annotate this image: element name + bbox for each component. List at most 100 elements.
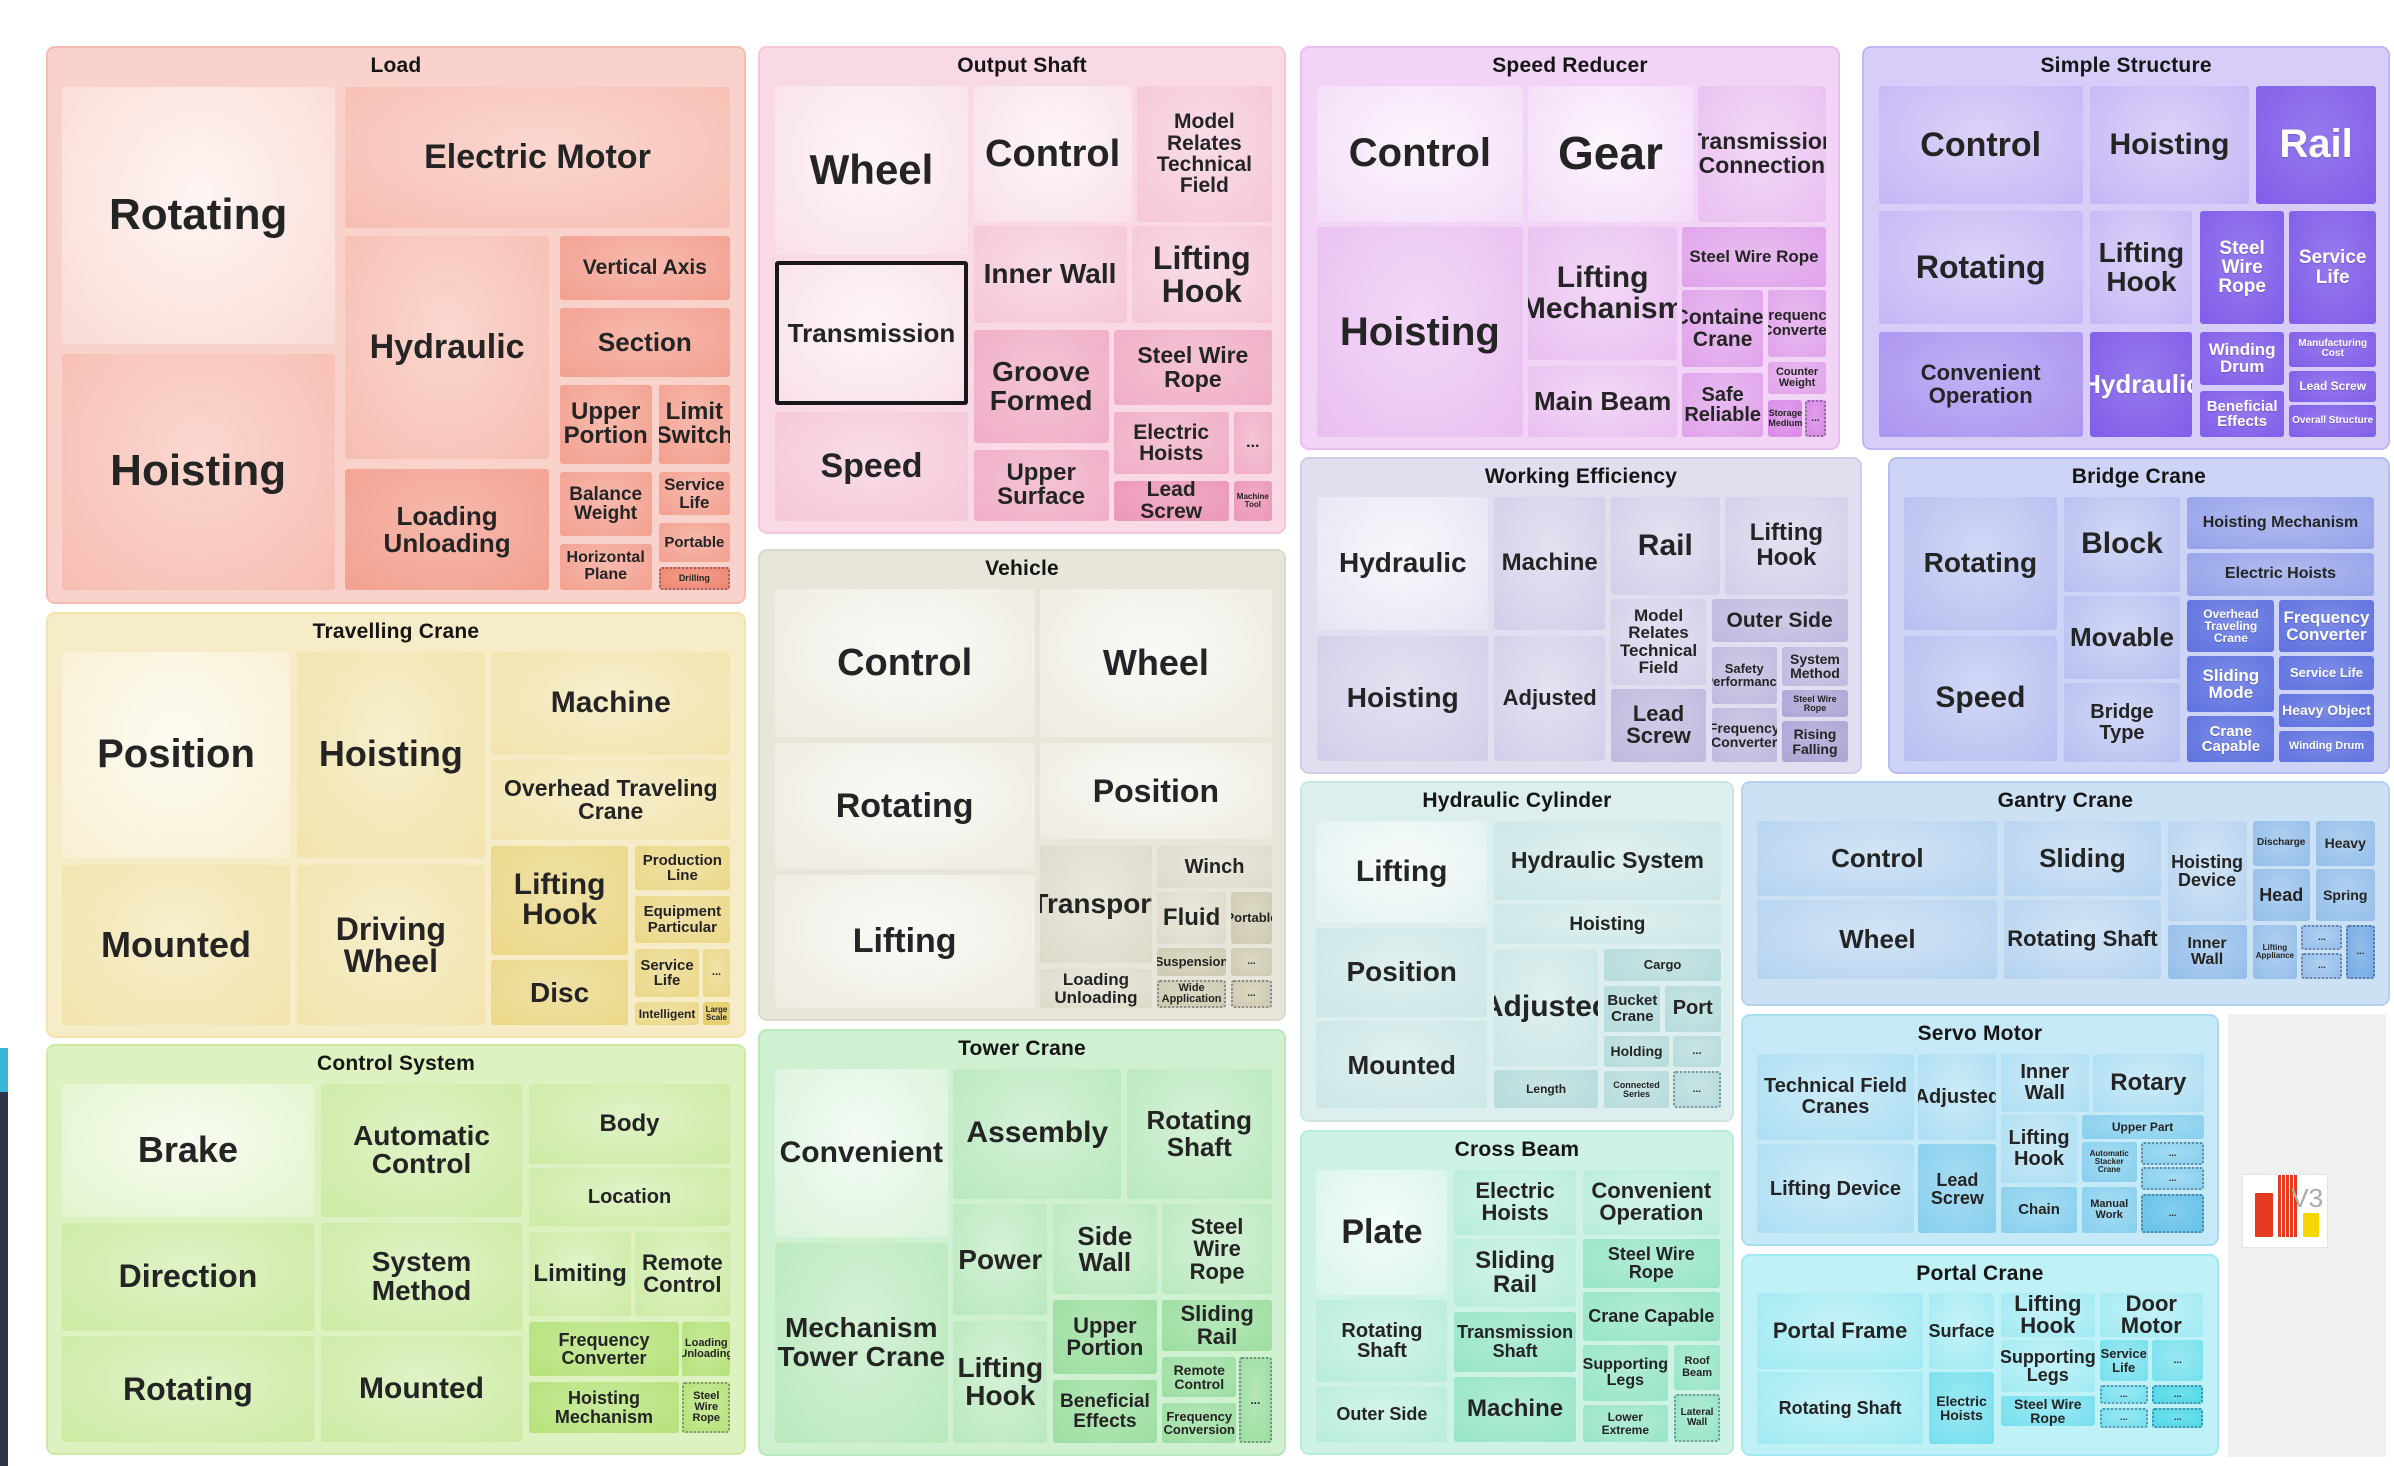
tile-plate[interactable]: Plate <box>1316 1170 1448 1295</box>
tile-more[interactable]: ... <box>2141 1141 2204 1166</box>
tile-model-relates-technical-field[interactable]: Model Relates Technical Field <box>1136 86 1272 222</box>
tile-position[interactable]: Position <box>1316 927 1487 1017</box>
tile-adjusted[interactable]: Adjusted <box>1918 1053 1997 1140</box>
tile-groove-formed[interactable]: Groove Formed <box>973 330 1109 444</box>
tile-hoisting-mechanism[interactable]: Hoisting Mechanism <box>2187 497 2374 549</box>
tile-block[interactable]: Block <box>2063 497 2181 593</box>
tile-steel-wire-rope[interactable]: Steel Wire Rope <box>2200 211 2285 325</box>
tile-hoisting[interactable]: Hoisting <box>297 651 485 858</box>
tile-more[interactable]: ... <box>702 949 731 997</box>
tile-limiting[interactable]: Limiting <box>528 1231 632 1317</box>
tile-upper-portion[interactable]: Upper Portion <box>559 384 652 465</box>
tile-manufacturing-cost[interactable]: Manufacturing Cost <box>2289 331 2377 368</box>
tile-heavy-object[interactable]: Heavy Object <box>2279 694 2374 727</box>
tile-rotating[interactable]: Rotating <box>61 87 335 344</box>
tile-bridge-type[interactable]: Bridge Type <box>2063 683 2181 763</box>
tile-convenient-operation[interactable]: Convenient Operation <box>1582 1170 1720 1235</box>
tile-winch[interactable]: Winch <box>1157 845 1272 889</box>
tile-main-beam[interactable]: Main Beam <box>1528 365 1677 438</box>
tile-more[interactable]: ... <box>2141 1194 2204 1234</box>
tile-control[interactable]: Control <box>774 589 1035 737</box>
tile-rotating-shaft[interactable]: Rotating Shaft <box>2003 899 2162 979</box>
tile-lifting[interactable]: Lifting <box>1316 821 1487 924</box>
tile-spring[interactable]: Spring <box>2315 869 2375 922</box>
tile-surface[interactable]: Surface <box>1929 1293 1994 1369</box>
tile-crane-capable[interactable]: Crane Capable <box>1582 1291 1720 1341</box>
tile-electric-hoists[interactable]: Electric Hoists <box>1929 1372 1994 1444</box>
tile-wide-application[interactable]: Wide Application <box>1157 980 1227 1008</box>
tile-horizontal-plane[interactable]: Horizontal Plane <box>559 543 652 590</box>
tile-system-method[interactable]: System Method <box>320 1222 523 1331</box>
tile-hydraulic[interactable]: Hydraulic <box>344 235 550 460</box>
tile-hoisting-mechanism[interactable]: Hoisting Mechanism <box>528 1381 679 1434</box>
tile-cargo[interactable]: Cargo <box>1604 948 1721 982</box>
tile-connected-series[interactable]: Connected Series <box>1604 1071 1669 1109</box>
tile-lateral-wall[interactable]: Lateral Wall <box>1674 1394 1720 1442</box>
tile-production-line[interactable]: Production Line <box>634 846 731 890</box>
tile-lifting-appliance[interactable]: Lifting Appliance <box>2252 924 2297 979</box>
tile-control[interactable]: Control <box>1316 85 1523 223</box>
tile-outer-side[interactable]: Outer Side <box>1316 1387 1448 1442</box>
tile-holding[interactable]: Holding <box>1604 1035 1669 1068</box>
tile-transmission-connection[interactable]: Transmission Connection <box>1697 85 1826 223</box>
tile-transmission[interactable]: Transmission <box>774 261 969 406</box>
tile-lifting-hook[interactable]: Lifting Hook <box>2090 211 2193 325</box>
tile-lifting[interactable]: Lifting <box>774 875 1035 1008</box>
tile-upper-part[interactable]: Upper Part <box>2081 1114 2204 1139</box>
tile-hoisting[interactable]: Hoisting <box>2090 85 2249 205</box>
tile-drilling[interactable]: Drilling <box>658 566 731 590</box>
tile-steel-wire-rope[interactable]: Steel Wire Rope <box>2000 1395 2095 1426</box>
tile-remote-control[interactable]: Remote Control <box>634 1231 731 1317</box>
tile-lifting-hook[interactable]: Lifting Hook <box>1131 226 1272 324</box>
tile-service-life[interactable]: Service Life <box>634 949 700 997</box>
tile-rotating[interactable]: Rotating <box>61 1336 315 1443</box>
tile-rising-falling[interactable]: Rising Falling <box>1782 721 1848 763</box>
tile-mechanism-tower-crane[interactable]: Mechanism Tower Crane <box>774 1242 948 1444</box>
tile-frequency-conversion[interactable]: Frequency Conversion <box>1162 1403 1237 1444</box>
tile-power[interactable]: Power <box>953 1204 1048 1316</box>
tile-hoisting[interactable]: Hoisting <box>1317 635 1489 761</box>
tile-frequency-converter[interactable]: Frequency Converter <box>528 1321 679 1377</box>
tile-vertical-axis[interactable]: Vertical Axis <box>559 235 731 301</box>
tile-movable[interactable]: Movable <box>2063 596 2181 680</box>
tile-loading-unloading[interactable]: Loading Unloading <box>682 1321 731 1377</box>
tile-wheel[interactable]: Wheel <box>1757 899 1998 979</box>
tile-hoisting[interactable]: Hoisting <box>61 353 335 590</box>
tile-lifting-hook[interactable]: Lifting Hook <box>491 846 628 955</box>
tile-service-life[interactable]: Service Life <box>658 471 731 516</box>
tile-wheel[interactable]: Wheel <box>1039 589 1272 737</box>
tile-roof-beam[interactable]: Roof Beam <box>1674 1345 1720 1390</box>
tile-brake[interactable]: Brake <box>61 1083 315 1218</box>
tile-safety-performance[interactable]: Safety Performance <box>1711 646 1777 704</box>
tile-sliding-rail[interactable]: Sliding Rail <box>1453 1238 1577 1308</box>
tile-body[interactable]: Body <box>528 1083 731 1165</box>
tile-bucket-crane[interactable]: Bucket Crane <box>1604 985 1661 1032</box>
tile-control[interactable]: Control <box>973 86 1132 222</box>
tile-more[interactable]: ... <box>1672 1071 1721 1109</box>
tile-rotating-shaft[interactable]: Rotating Shaft <box>1316 1300 1448 1382</box>
tile-upper-surface[interactable]: Upper Surface <box>973 449 1109 521</box>
tile-remote-control[interactable]: Remote Control <box>1162 1357 1237 1398</box>
tile-more[interactable]: ... <box>2346 924 2375 979</box>
tile-service-life[interactable]: Service Life <box>2279 656 2374 691</box>
tile-intelligent[interactable]: Intelligent <box>634 1002 700 1026</box>
tile-rail[interactable]: Rail <box>2256 85 2377 205</box>
tile-supporting-legs[interactable]: Supporting Legs <box>1582 1345 1668 1402</box>
tile-position[interactable]: Position <box>61 651 291 858</box>
tile-automatic-stacker-crane[interactable]: Automatic Stacker Crane <box>2081 1141 2137 1182</box>
tile-rotating[interactable]: Rotating <box>1904 497 2057 631</box>
tile-suspension[interactable]: Suspension <box>1157 948 1227 976</box>
tile-control[interactable]: Control <box>1757 820 1998 897</box>
tile-more[interactable]: ... <box>1804 399 1826 438</box>
tile-service-life[interactable]: Service Life <box>2099 1340 2148 1382</box>
tile-rotary[interactable]: Rotary <box>2093 1053 2204 1112</box>
tile-safe-reliable[interactable]: Safe Reliable <box>1682 372 1764 438</box>
tile-crane-capable[interactable]: Crane Capable <box>2187 715 2275 763</box>
tile-lifting-device[interactable]: Lifting Device <box>1757 1144 1914 1234</box>
tile-lead-screw[interactable]: Lead Screw <box>2289 371 2377 402</box>
tile-more[interactable]: ... <box>1238 1357 1272 1444</box>
tile-limit-switch[interactable]: Limit Switch <box>658 384 731 465</box>
tile-portable[interactable]: Portable <box>1231 892 1272 944</box>
tile-section[interactable]: Section <box>559 307 731 377</box>
tile-discharge[interactable]: Discharge <box>2252 820 2310 866</box>
